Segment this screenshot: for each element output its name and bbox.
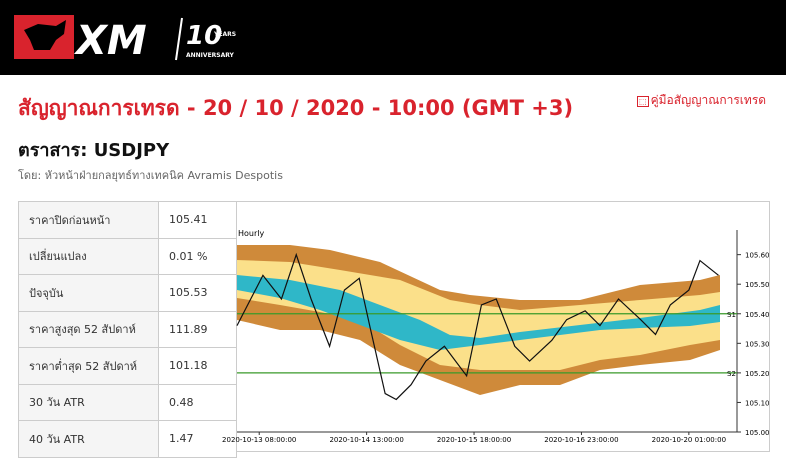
x-tick-label: 2020-10-15 18:00:00 — [437, 436, 511, 444]
x-tick-label: 2020-10-13 08:00:00 — [222, 436, 296, 444]
table-row: ราคาต่ำสุด 52 สัปดาห์ 101.18 — [18, 347, 237, 385]
header: XM 10 YEARS ANNIVERSARY — [0, 0, 786, 75]
table-row: เปลี่ยนแปลง 0.01 % — [18, 237, 237, 275]
guide-text[interactable]: คู่มือสัญญาณการเทรด — [650, 93, 767, 107]
cell-value: 105.53 — [158, 274, 237, 312]
table-row: ราคาปิดก่อนหน้า 105.41 — [18, 201, 237, 239]
y-tick-label: 105.40 — [745, 311, 770, 319]
cell-label: ราคาสูงสุด 52 สัปดาห์ — [18, 310, 159, 348]
x-tick-label: 2020-10-14 13:00:00 — [329, 436, 403, 444]
x-tick-label: 2020-10-20 01:00:00 — [652, 436, 726, 444]
y-tick-label: 105.10 — [745, 399, 770, 407]
logo-text: XM — [73, 18, 147, 64]
y-tick-label: 105.00 — [745, 429, 770, 437]
cell-label: 40 วัน ATR — [18, 420, 159, 458]
author: โดย: หัวหน้าฝ่ายกลยุทธ์ทางเทคนิค Avramis… — [18, 169, 283, 182]
stats-table: ราคาปิดก่อนหน้า 105.41 เปลี่ยนแปลง 0.01 % ปั… — [18, 201, 237, 458]
instrument: ตราสาร: USDJPY — [18, 140, 170, 161]
cell-label: เปลี่ยนแปลง — [18, 237, 159, 275]
y-tick-label: 105.30 — [745, 340, 770, 348]
table-row: ราคาสูงสุด 52 สัปดาห์ 111.89 — [18, 310, 237, 348]
price-line — [236, 252, 719, 401]
cell-label: ราคาปิดก่อนหน้า — [18, 201, 159, 239]
chart-subtitle: Hourly — [238, 229, 264, 238]
logo-number: 10 — [186, 21, 222, 51]
level-label: S1 — [727, 311, 736, 319]
cell-value: 101.18 — [158, 347, 237, 385]
logo-years: YEARS — [213, 31, 236, 38]
logo-bull — [24, 20, 66, 50]
band-inner — [237, 260, 720, 370]
cell-value: 1.47 — [158, 420, 237, 458]
logo: XM 10 YEARS ANNIVERSARY — [14, 15, 236, 64]
x-tick-label: 2020-10-16 23:00:00 — [544, 436, 618, 444]
y-tick-label: 105.50 — [745, 281, 770, 289]
band-middle — [237, 275, 720, 350]
table-row: 30 วัน ATR 0.48 — [18, 383, 237, 421]
cell-value: 111.89 — [158, 310, 237, 348]
cell-label: 30 วัน ATR — [18, 383, 159, 421]
table-row: ปัจจุบัน 105.53 — [18, 274, 237, 312]
y-tick-label: 105.20 — [745, 370, 770, 378]
cell-label: ปัจจุบัน — [18, 274, 159, 312]
level-label: S2 — [727, 370, 736, 378]
page-title: สัญญาณการเทรด - 20 / 10 / 2020 - 10:00 (… — [18, 96, 574, 120]
table-row: 40 วัน ATR 1.47 — [18, 420, 237, 458]
y-tick-label: 105.60 — [745, 252, 770, 260]
divider — [175, 17, 183, 61]
guide-link[interactable]: ⬚ คู่มือสัญญาณการเทรด — [637, 93, 767, 107]
cell-label: ราคาต่ำสุด 52 สัปดาห์ — [18, 347, 159, 385]
logo-anniversary: ANNIVERSARY — [186, 52, 235, 59]
cell-value: 105.41 — [158, 201, 237, 239]
